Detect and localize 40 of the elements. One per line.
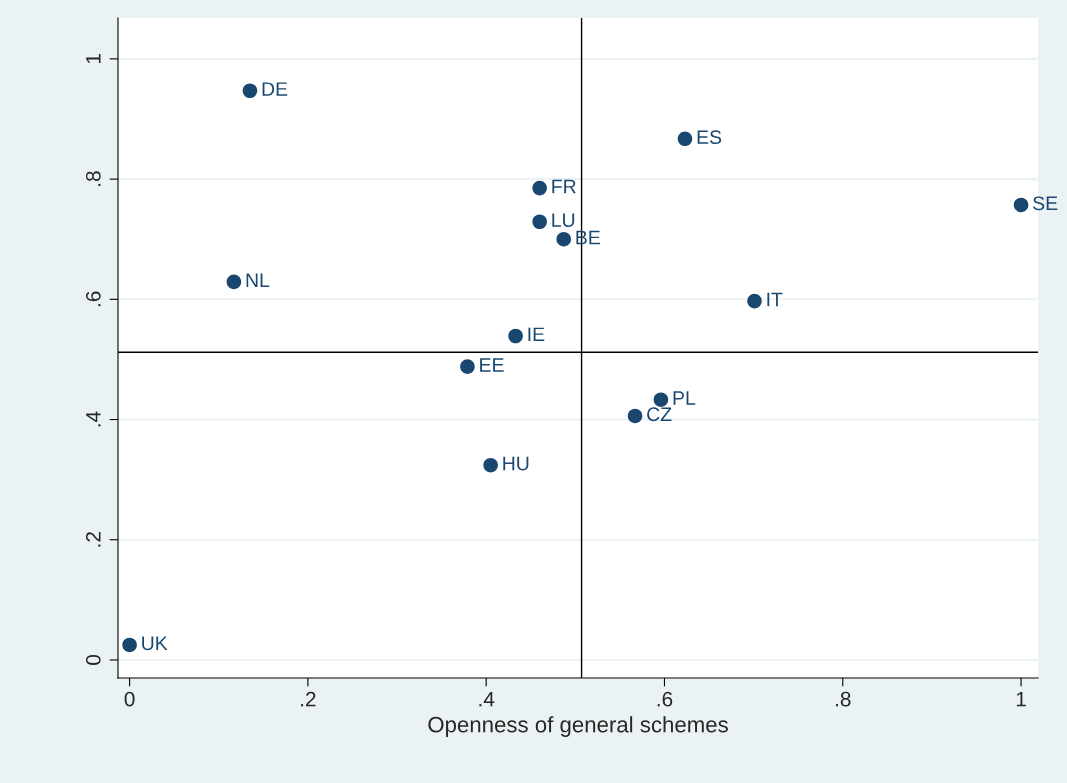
- x-tick-label: .8: [835, 691, 851, 707]
- y-tick-label: .6: [85, 291, 101, 307]
- annotation: PL: [673, 391, 696, 405]
- x-tick-label: .4: [479, 691, 495, 707]
- x-tick-label: .6: [657, 691, 673, 707]
- x-axis-title: Openness of general schemes: [428, 716, 728, 737]
- point: [556, 231, 572, 247]
- point: [242, 83, 258, 99]
- annotation: NL: [246, 273, 270, 287]
- annotation: ES: [697, 130, 722, 145]
- point: [483, 457, 498, 473]
- y-tick-label: 1: [86, 54, 101, 64]
- y-tick-label: .2: [85, 532, 101, 547]
- point: [122, 637, 137, 653]
- point: [532, 180, 547, 196]
- x-tick-label: 1: [1016, 691, 1026, 707]
- annotation: HU: [503, 456, 529, 471]
- point: [532, 214, 547, 230]
- point: [460, 359, 475, 374]
- point: [653, 392, 669, 407]
- annotation: CZ: [647, 407, 672, 422]
- point: [747, 293, 762, 309]
- y-tick-label: .4: [86, 411, 101, 427]
- annotation: FR: [552, 179, 576, 194]
- x-tick-label: .2: [301, 691, 316, 707]
- annotation: DE: [262, 82, 288, 96]
- annotation: LU: [552, 213, 575, 227]
- point: [1013, 197, 1029, 213]
- y-tick-label: .8: [85, 171, 101, 186]
- x-tick-label: 0: [124, 691, 135, 707]
- point: [226, 274, 242, 290]
- annotation: IT: [767, 292, 783, 307]
- annotation: UK: [142, 636, 168, 651]
- point: [508, 328, 523, 344]
- point: [627, 408, 643, 424]
- y-tick-label: 0: [85, 654, 101, 665]
- annotation: SE: [1033, 196, 1058, 211]
- point: [677, 131, 693, 147]
- annotation: EE: [480, 358, 504, 372]
- annotation: IE: [528, 327, 545, 342]
